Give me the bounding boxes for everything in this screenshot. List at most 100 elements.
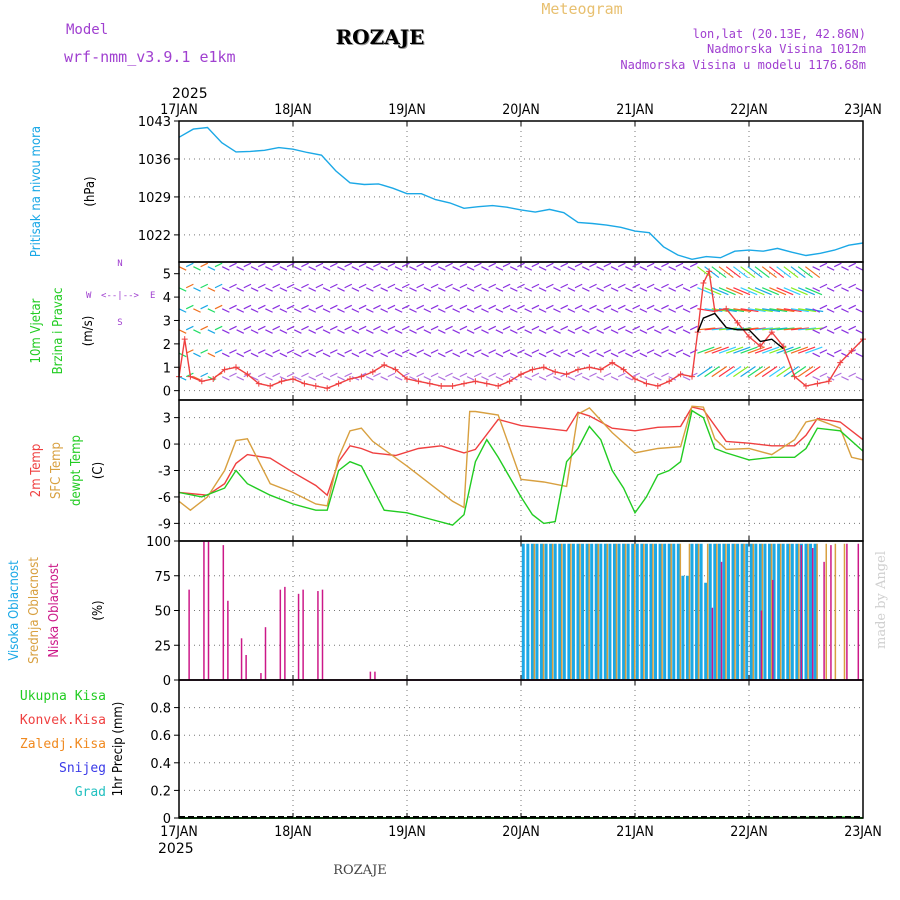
wind-legend-arrows: <--|--> [101,291,140,301]
wind-barb [351,329,360,334]
wind-barb [632,262,641,268]
wind-barb [337,266,345,271]
wind-barb [265,329,273,334]
wind-barb [697,365,713,378]
wind-barb [531,349,540,354]
wind-barb [257,325,266,331]
wind-barb [178,329,187,334]
wind-barb [250,308,259,313]
x-tick-label-top: 20JAN [502,102,540,118]
wind-barb [682,308,691,313]
wind-barb [229,349,237,354]
wind-barb [639,266,648,271]
wind-barb [524,352,533,358]
wind-barb [841,266,849,271]
wind-speed-point [643,380,650,387]
wind-speed-point [723,305,730,312]
wind-barb [682,287,691,292]
wind-barb [373,262,381,268]
wind-speed-point [426,380,433,387]
wind-speed-point [814,380,821,387]
wind-barb [315,349,324,354]
wind-barb [553,308,561,313]
wind-barb [545,283,554,289]
wind-barb [797,266,813,279]
wind-barb [344,349,353,354]
wind-barb [401,349,410,354]
wind-barb [351,352,360,358]
wind-barb [762,308,781,313]
wind-barb [272,304,281,310]
wind-barb [315,304,324,310]
wind-barb [200,283,209,289]
wind-barb [632,349,641,354]
wind-barb [437,329,446,334]
wind-barb [315,283,324,289]
wind-barb [214,283,223,289]
wind-barb [632,372,641,378]
wind-barb [733,346,751,354]
wind-speed-point [518,371,524,378]
wind-speed-point [483,380,490,387]
wind-barb [761,266,777,279]
wind-barb [711,327,730,331]
wind-barb [848,304,857,310]
wind-barb [754,365,771,378]
wind-barb [229,372,237,378]
wind-barb [855,287,864,292]
wind-barb [430,262,439,268]
wind-barb [279,329,288,334]
wind-barb [697,327,716,331]
temperature-series-t2m [178,406,864,497]
wind-barb [502,372,511,378]
wind-barb [589,372,597,378]
wind-barb [754,266,770,279]
y-tick-label: 1043 [138,115,171,130]
wind-barb [265,287,273,292]
wind-barb [459,325,468,331]
wind-barb [689,349,698,354]
wind-barb [445,372,453,378]
y-tick-label: 50 [154,605,171,620]
wind-barb [509,266,518,271]
wind-barb [545,325,554,331]
y-axis-label: dewpt Temp [69,435,84,506]
wind-barb [718,365,735,378]
wind-barb [257,262,266,268]
wind-speed-point [358,373,365,380]
wind-barb [373,325,381,331]
wind-barb [243,304,252,310]
wind-barb [315,372,324,378]
temperature-panel: -9 -6 -3 0 3 2m Temp SFC Temp dewpt Temp (C) [29,399,864,542]
wind-barb [315,325,324,331]
wind-barb [603,304,612,310]
y-tick-label: 0 [163,812,171,827]
wind-speed-point [706,268,713,275]
wind-barb [603,262,612,268]
wind-barb [272,349,281,354]
wind-speed-point [198,378,205,385]
wind-barb [466,308,475,313]
wind-barb [308,308,317,313]
wind-barb [596,308,605,313]
x-tick-label-top: 21JAN [616,102,654,118]
wind-barb [581,376,590,381]
wind-barb [495,329,504,334]
wind-barb [553,287,561,292]
wind-barb [833,262,842,268]
wind-legend-n: N [117,259,122,269]
y-tick-label: 5 [163,268,171,283]
wind-barb [452,352,461,358]
wind-barb [293,376,302,381]
wind-barb [603,283,612,289]
wind-barb [538,352,547,358]
wind-barb [236,376,245,381]
wind-speed-point [837,359,844,366]
wind-barb [229,325,237,331]
wind-barb [322,287,331,292]
wind-barb [502,283,511,289]
wind-barb [459,283,468,289]
y-tick-label: 1022 [138,229,171,244]
wind-direction-legend: <--|--> W E N S [86,259,155,328]
wind-barb [754,346,773,354]
